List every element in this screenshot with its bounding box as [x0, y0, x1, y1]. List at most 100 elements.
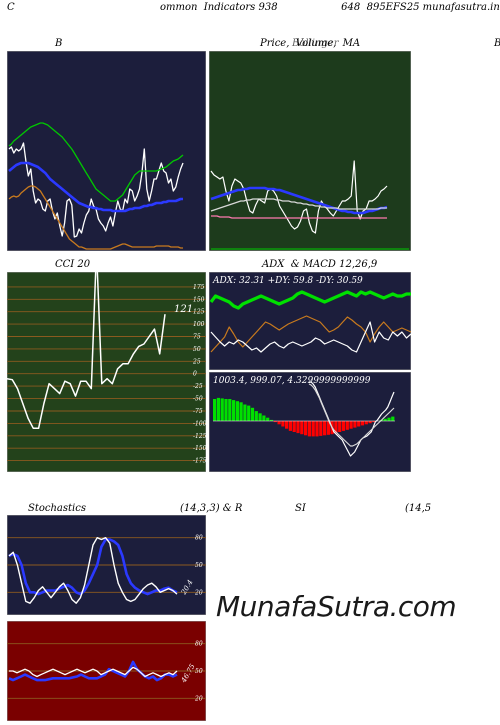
macd-histogram-bar [341, 421, 346, 431]
cci-last-label: 121 [174, 304, 193, 315]
price_volume_ma-series-1-line [210, 186, 388, 215]
watermark: MunafaSutra.com [216, 590, 457, 623]
cci-tick-label: -25 [193, 383, 203, 390]
rsi-params: (14,5 [405, 503, 432, 514]
macd-histogram-bar [345, 421, 349, 430]
macd-histogram-bar [277, 421, 281, 425]
macd-histogram-bar [235, 401, 239, 421]
cci-chart: 175 150 125 100 75 50 25 0 -25 -50 -75 -100 -125 -150… [7, 272, 206, 472]
macd-histogram-bar [216, 397, 220, 421]
adx-series-1-line [210, 315, 411, 353]
macd-histogram-bar [228, 399, 232, 421]
macd-histogram-bar [353, 421, 357, 428]
cci-tick-label: -175 [193, 458, 206, 465]
cci-tick-label: 150 [193, 296, 205, 303]
bb-title: B [55, 38, 63, 49]
header-left: C [7, 2, 15, 13]
macd-histogram-bar [334, 421, 338, 434]
cci-tick-label: -50 [193, 396, 203, 403]
bollinger-series-3-line [8, 185, 183, 250]
macd-histogram-bar [360, 421, 365, 426]
price_volume_ma-series-2-line [210, 198, 387, 212]
adx-title: ADX & MACD 12,26,9 [262, 259, 378, 270]
rsi-series-0-line [8, 660, 178, 682]
macd-histogram-bar [387, 417, 391, 421]
cci-tick-label: 50 [193, 346, 201, 353]
macd-histogram-bar [288, 421, 292, 431]
macd-histogram-bar [254, 411, 258, 421]
stoch-tick-label: 50 [195, 562, 203, 569]
macd-series-1-line [308, 383, 395, 447]
cci-series-0-line [7, 272, 166, 430]
bollinger-series-1-line [8, 161, 183, 213]
macd-histogram-bar [269, 419, 274, 421]
macd-histogram-bar [247, 405, 251, 421]
cci-tick-label: -125 [193, 433, 206, 440]
stochastics-series-1-line [8, 537, 178, 604]
macd-histogram-bar [372, 421, 376, 423]
macd-histogram-bar [368, 421, 372, 424]
rsi-tick-label: 50 [195, 668, 203, 675]
cci-bg [7, 272, 206, 472]
macd-histogram-bar [296, 421, 300, 434]
price-bg [209, 51, 411, 251]
macd-histogram-bar [232, 400, 236, 421]
stoch-tick-label: 20 [194, 589, 203, 596]
macd-chart: 1003.4, 999.07, 4.3299999999999 [209, 372, 411, 472]
macd-histogram-bar [349, 421, 353, 429]
macd-histogram-bar [357, 421, 361, 427]
adx-series-2-line [210, 321, 411, 353]
header-title: ommon Indicators 938 648 895EFS25 munafa… [160, 2, 500, 13]
adx-series-0-line [209, 290, 411, 310]
stoch-params: (14,3,3) & R [180, 503, 243, 514]
right-edge-label: B [494, 38, 500, 49]
bollinger-series-2-line [8, 122, 184, 202]
cci-tick-label: 25 [192, 358, 201, 365]
macd-histogram-bar [383, 418, 387, 421]
macd-histogram-bar [319, 421, 323, 436]
macd-readout: 1003.4, 999.07, 4.3299999999999 [213, 376, 371, 386]
cci-tick-label: 75 [193, 334, 201, 341]
price_volume_ma-series-3-line [211, 215, 387, 219]
price-title: Price, Volume, MA [260, 38, 361, 49]
macd-histogram-bar [364, 421, 368, 425]
cci-tick-label: -100 [193, 420, 206, 427]
macd-histogram-bar [250, 407, 255, 421]
macd-histogram-bar [285, 421, 289, 429]
adx-bg [209, 272, 411, 370]
rsi-series-1-line [9, 666, 178, 678]
macd-histogram-bar [307, 421, 311, 437]
rsi-tick-label: 20 [194, 695, 203, 702]
bollinger-bg [7, 51, 206, 251]
price-title-overlap: Bollinger [292, 38, 339, 49]
macd-histogram-bar [391, 416, 395, 421]
macd-histogram-bar [304, 421, 308, 436]
macd-histogram-bar [243, 404, 247, 421]
macd-histogram-bar [239, 402, 243, 421]
macd-histogram-bar [326, 421, 330, 435]
adx-readout: ADX: 32.31 +DY: 59.8 -DY: 30.59 [212, 276, 363, 286]
adx-chart: ADX: 32.31 +DY: 59.8 -DY: 30.59 [209, 272, 411, 370]
macd-histogram-bar [258, 413, 262, 421]
macd-histogram-bar [262, 415, 266, 421]
cci-title: CCI 20 [55, 259, 91, 270]
macd-histogram-bar [311, 421, 315, 437]
cci-tick-label: 100 [193, 321, 205, 328]
macd-histogram-bar [338, 421, 342, 432]
macd-histogram-bar [315, 421, 319, 437]
rsi-tick-label: 80 [195, 641, 203, 648]
cci-tick-label: -150 [193, 445, 206, 452]
macd-histogram-bar [224, 399, 228, 421]
cci-tick-label: 125 [193, 309, 205, 316]
price-chart [209, 51, 411, 251]
macd-histogram-bar [273, 421, 277, 423]
stoch-tick-label: 80 [195, 535, 203, 542]
bollinger-chart [7, 51, 206, 251]
cci-tick-label: -75 [193, 408, 203, 415]
macd-histogram-bar [281, 421, 285, 427]
macd-histogram-bar [266, 417, 270, 421]
macd-histogram-bar [300, 421, 304, 435]
cci-tick-label: 175 [193, 284, 205, 291]
